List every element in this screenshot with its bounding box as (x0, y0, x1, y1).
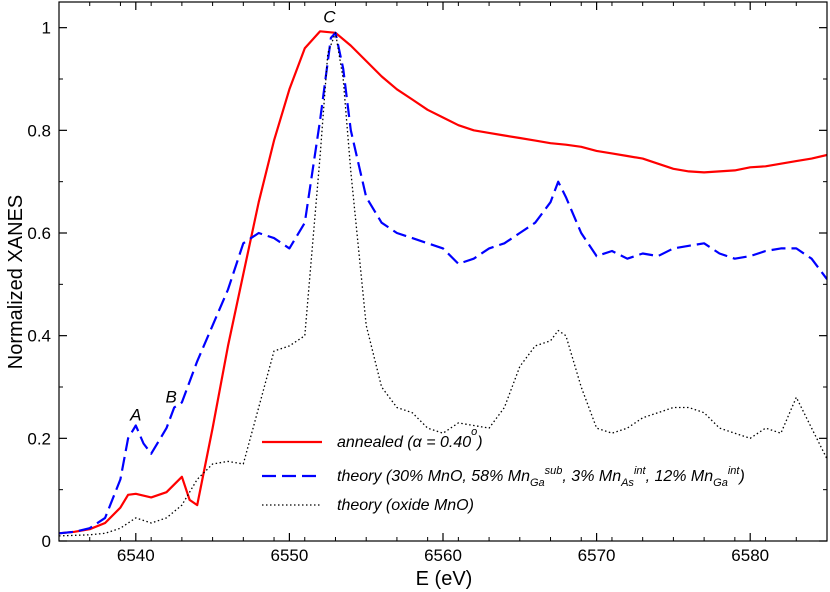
x-tick-label-0: 6540 (117, 546, 155, 565)
y-tick-label-2: 0.4 (27, 327, 51, 346)
plot-frame (58, 1, 828, 542)
y-tick-label-1: 0.2 (27, 429, 51, 448)
x-tick-label-1: 6550 (270, 546, 308, 565)
peak-label-c: C (323, 8, 336, 27)
legend-label-1: theory (30% MnO, 58% MnGasub, 3% MnAsint… (337, 465, 745, 489)
y-tick-label-3: 0.6 (27, 224, 51, 243)
plot-area: 6540 6550 6560 6570 6580 0 0.2 0.4 0.6 0.8 1 A B C (27, 1, 828, 565)
x-axis-title: E (eV) (416, 568, 473, 590)
series-line-1 (59, 31, 827, 535)
y-tick-label-5: 1 (42, 19, 51, 38)
peak-label-b: B (165, 387, 176, 406)
y-tick-label-4: 0.8 (27, 121, 51, 140)
series-line-2 (59, 32, 827, 537)
x-tick-label-4: 6580 (731, 546, 769, 565)
peak-label-a: A (129, 405, 141, 424)
y-axis-title: Normalized XANES (5, 195, 27, 370)
legend: annealed (α = 0.40o) theory (30% MnO, 58%… (262, 426, 745, 514)
x-tick-label-2: 6560 (424, 546, 462, 565)
legend-label-0: annealed (α = 0.40o) (337, 426, 483, 451)
x-tick-label-3: 6570 (578, 546, 616, 565)
series-line-0 (59, 30, 827, 535)
legend-label-2: theory (oxide MnO) (337, 497, 474, 514)
y-tick-label-0: 0 (42, 532, 51, 551)
y-axis-title-group: Normalized XANES (5, 195, 27, 370)
